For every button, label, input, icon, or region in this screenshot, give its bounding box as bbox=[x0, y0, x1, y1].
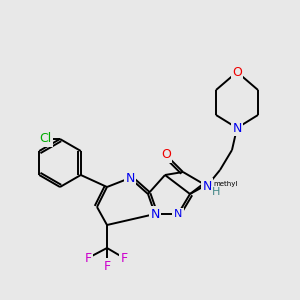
Text: F: F bbox=[84, 251, 92, 265]
Text: F: F bbox=[103, 260, 111, 272]
Text: N: N bbox=[232, 122, 242, 134]
Text: F: F bbox=[120, 251, 128, 265]
Text: H: H bbox=[212, 187, 220, 197]
Text: methyl: methyl bbox=[213, 181, 237, 187]
Text: Cl: Cl bbox=[39, 133, 51, 146]
Text: N: N bbox=[125, 172, 135, 184]
Text: O: O bbox=[161, 148, 171, 161]
Text: N: N bbox=[150, 208, 160, 220]
Text: O: O bbox=[232, 65, 242, 79]
Text: N: N bbox=[174, 209, 182, 219]
Text: N: N bbox=[202, 179, 212, 193]
